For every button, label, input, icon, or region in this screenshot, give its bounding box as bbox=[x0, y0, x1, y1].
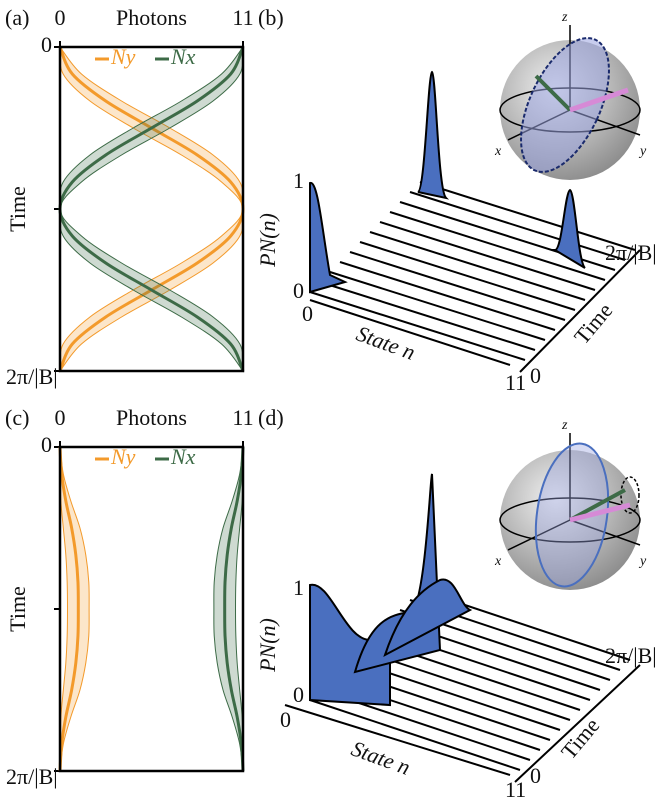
slice-baseline bbox=[369, 231, 586, 301]
tick-label: 2π/|B| bbox=[6, 764, 58, 789]
tick-label: 2π/|B| bbox=[6, 364, 58, 389]
panel-label: (c) bbox=[5, 405, 29, 430]
axis-label: Time bbox=[556, 713, 604, 764]
tick-label: 2π/|B| bbox=[605, 240, 657, 265]
panel-label: (d) bbox=[258, 405, 284, 430]
line bbox=[58, 446, 80, 772]
axis-label: z bbox=[561, 418, 568, 433]
legend-box bbox=[151, 449, 205, 469]
bloch-sphere: x y z bbox=[494, 10, 647, 180]
tick-label: 1 bbox=[293, 575, 304, 600]
panel-label: (a) bbox=[5, 5, 29, 30]
panel-d: (d) 1 0 PN(n) 0 11 State n 0 2π/|B| Time… bbox=[255, 405, 657, 802]
bloch-sphere: x y z bbox=[494, 418, 647, 590]
line bbox=[223, 446, 245, 772]
distribution bbox=[551, 188, 586, 269]
axis-label: Time bbox=[5, 586, 30, 632]
axis bbox=[309, 299, 511, 366]
axis bbox=[284, 704, 511, 776]
tick-label: 0 bbox=[293, 278, 304, 303]
axis bbox=[514, 664, 641, 783]
tick-label: 11 bbox=[505, 777, 526, 802]
slice-baseline bbox=[359, 241, 576, 311]
axis-label: Time bbox=[569, 298, 617, 349]
axis-label: PN(n) bbox=[255, 213, 280, 268]
axis-title: Photons bbox=[116, 405, 187, 430]
axis-title: Photons bbox=[116, 5, 187, 30]
tick-label: 0 bbox=[55, 5, 66, 30]
slice-baseline bbox=[309, 291, 526, 361]
plot-frame bbox=[58, 445, 245, 773]
tick-label: 0 bbox=[41, 432, 52, 457]
axis-label: x bbox=[494, 554, 502, 569]
axis-label: y bbox=[638, 144, 647, 159]
axis bbox=[519, 249, 641, 373]
distribution bbox=[383, 578, 473, 658]
distribution bbox=[309, 182, 348, 294]
tick-label: 11 bbox=[232, 5, 253, 30]
slice-baseline bbox=[339, 261, 556, 331]
axis-label: x bbox=[494, 144, 502, 159]
slice-baseline bbox=[309, 699, 521, 771]
distribution bbox=[417, 70, 450, 200]
plot-frame bbox=[58, 45, 245, 373]
tick-label: 0 bbox=[530, 363, 541, 388]
tick-label: 0 bbox=[55, 405, 66, 430]
slice-baseline bbox=[319, 281, 536, 351]
tick-label: 11 bbox=[232, 405, 253, 430]
slice-baseline bbox=[329, 271, 546, 341]
tick-label: 2π/|B| bbox=[605, 643, 657, 668]
slice-baseline bbox=[349, 251, 566, 321]
legend-box bbox=[91, 49, 145, 69]
tick-label: 0 bbox=[530, 763, 541, 788]
axis-label: PN(n) bbox=[255, 618, 280, 673]
legend-box bbox=[151, 49, 205, 69]
tick-label: 0 bbox=[41, 32, 52, 57]
panel-b: (b) 1 0 PN(n) 0 11 State n 0 2π/|B| Time… bbox=[255, 5, 657, 395]
slice-baseline bbox=[389, 211, 606, 281]
slice-baseline bbox=[419, 181, 636, 251]
slice-baseline bbox=[379, 221, 596, 291]
axis-label: y bbox=[638, 554, 647, 569]
panel-label: (b) bbox=[258, 5, 284, 30]
axis-label: z bbox=[561, 10, 568, 25]
slice-baseline bbox=[409, 191, 626, 261]
tick-label: 11 bbox=[505, 370, 526, 395]
axis-label: Time bbox=[5, 186, 30, 232]
tick-label: 0 bbox=[302, 301, 313, 326]
tick-label: 0 bbox=[280, 707, 291, 732]
tick-label: 0 bbox=[293, 682, 304, 707]
tick-label: 1 bbox=[293, 168, 304, 193]
axis-label: State n bbox=[353, 321, 418, 365]
legend-box bbox=[91, 449, 145, 469]
